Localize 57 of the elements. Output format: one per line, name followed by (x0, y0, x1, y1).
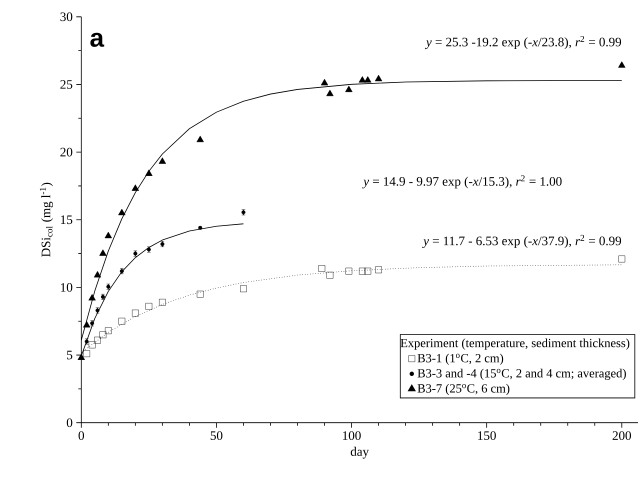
y-axis-title: DSi$_{col}$ (mg l$^{-1}$) (40, 182, 53, 257)
point (145, 302, 152, 310)
point (88, 294, 96, 300)
legend-title: Experiment (temperature, sediment thickness) (400, 338, 630, 350)
point (326, 272, 334, 279)
point (94, 336, 101, 344)
annotation: y = 25.3 -19.2 exp (-x/23.8), r$^{2}$ = 0.99 (424, 36, 622, 50)
y-tick-label: 0 (66, 418, 72, 428)
point (240, 285, 247, 292)
point (364, 268, 372, 275)
point (375, 266, 382, 274)
y-tick-label: 15 (60, 215, 72, 224)
point (158, 157, 166, 164)
point (345, 86, 352, 92)
x-tick-label: 200 (612, 431, 632, 440)
point (345, 268, 352, 275)
y-tick-label: 20 (60, 148, 72, 156)
point (358, 268, 366, 275)
point (132, 310, 139, 316)
y-tick-label: 30 (60, 12, 72, 22)
point (88, 342, 96, 348)
point (318, 265, 326, 272)
point (326, 90, 334, 96)
point (94, 271, 102, 278)
point (196, 290, 204, 298)
point (132, 184, 139, 191)
point (100, 331, 106, 338)
annotation: a (90, 32, 104, 47)
point (320, 78, 328, 86)
point (618, 61, 626, 68)
point (364, 76, 372, 83)
point (158, 298, 166, 306)
point (196, 136, 204, 142)
x-tick-label: 50 (210, 431, 222, 440)
x-tick-label: 150 (478, 431, 496, 440)
y-tick-label: 25 (60, 80, 72, 89)
point (374, 74, 382, 82)
legend-label: B3-7 (25$^{o}$C, 6 cm) (418, 384, 510, 396)
legend-label: B3-1 (1$^{o}$C, 2 cm) (418, 354, 504, 365)
x-tick-label: 100 (342, 431, 361, 440)
legend-label: B3-3 and -4 (15$^{o}$C, 2 and 4 cm; averaged) (418, 368, 626, 380)
annotation: y = 11.7 - 6.53 exp (-x/37.9), r$^{2}$ = 0.99 (422, 234, 622, 248)
point (118, 318, 126, 325)
annotation: y = 14.9 - 9.97 exp (-x/15.3), r$^{2}$ = 1.00 (362, 175, 562, 188)
x-axis-title: day (350, 446, 369, 459)
y-tick-label: 5 (67, 350, 72, 360)
point (83, 321, 90, 328)
point (358, 76, 366, 83)
point (104, 327, 112, 334)
point (78, 354, 85, 360)
point (99, 249, 107, 256)
point (618, 256, 626, 262)
point (118, 208, 126, 216)
y-tick-label: 10 (60, 283, 72, 292)
point (104, 232, 112, 238)
point (145, 170, 153, 176)
x-tick-label: 0 (78, 431, 84, 440)
